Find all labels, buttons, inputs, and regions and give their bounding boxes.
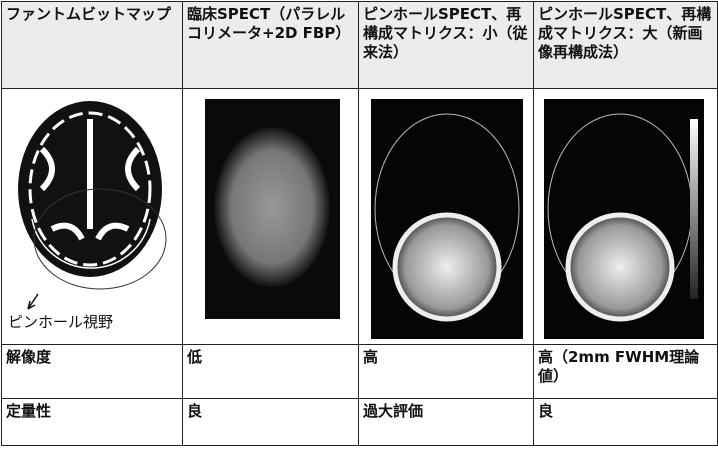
cell: 過大評価 xyxy=(358,398,534,446)
pinhole-large-image xyxy=(544,99,704,339)
header-cell: ピンホールSPECT、再構成マトリクス：小（従来法） xyxy=(358,1,534,89)
header-cell: ファントムビットマップ xyxy=(1,1,183,89)
row-label: 定量性 xyxy=(1,398,183,446)
row-label: 解像度 xyxy=(1,344,183,399)
caption: ピンホール視野 xyxy=(8,313,114,331)
table-row: 解像度 低 高 高（2mm FWHM理論値） xyxy=(1,344,718,399)
table-row: 定量性 良 過大評価 良 xyxy=(1,398,718,446)
pinhole-small-image xyxy=(371,99,523,339)
image-cell: ピンホール視野 xyxy=(1,88,183,345)
phantom-image xyxy=(18,101,167,310)
image-cell xyxy=(358,88,534,345)
header-cell: 臨床SPECT（パラレルコリメータ+2D FBP） xyxy=(182,1,359,89)
header-cell: ピンホールSPECT、再構成マトリクス：大（新画像再構成法） xyxy=(533,1,718,89)
cell: 高 xyxy=(358,344,534,399)
image-row: ピンホール視野 xyxy=(1,88,718,345)
image-cell xyxy=(533,88,718,345)
cell: 高（2mm FWHM理論値） xyxy=(533,344,718,399)
clinical-image xyxy=(205,99,340,319)
header-row: ファントムビットマップ 臨床SPECT（パラレルコリメータ+2D FBP） ピン… xyxy=(1,1,718,89)
cell: 良 xyxy=(533,398,718,446)
image-cell xyxy=(182,88,359,345)
comparison-table: ファントムビットマップ 臨床SPECT（パラレルコリメータ+2D FBP） ピン… xyxy=(1,1,718,446)
cell: 良 xyxy=(182,398,359,446)
cell: 低 xyxy=(182,344,359,399)
